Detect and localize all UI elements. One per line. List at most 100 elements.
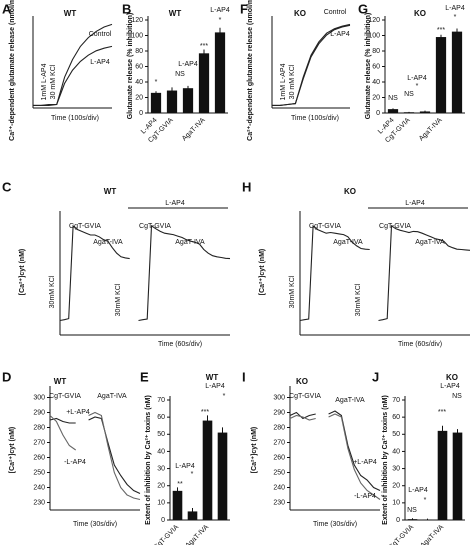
y-tick-label: 30 xyxy=(392,465,400,472)
annotation: *** xyxy=(437,27,445,34)
chart-title: KO xyxy=(294,9,306,18)
annotation: AgaT-IVA xyxy=(333,239,363,246)
y-tick-label: 20 xyxy=(135,94,143,101)
data-line xyxy=(33,45,113,106)
y-tick-label: 70 xyxy=(157,397,165,404)
y-tick-label: 50 xyxy=(157,431,165,438)
series-label: Control xyxy=(324,9,347,16)
y-tick-label: 80 xyxy=(135,48,143,55)
y-tick-label: 240 xyxy=(33,484,45,491)
annotation: CgT-GVIA xyxy=(289,393,321,400)
x-axis-label: Time (60s/div) xyxy=(398,341,442,348)
annotation: L-AP4 xyxy=(205,383,225,390)
annotation: * xyxy=(416,83,419,90)
y-tick-label: 80 xyxy=(372,48,380,55)
y-tick-label: 290 xyxy=(273,409,285,416)
y-tick-label: 20 xyxy=(157,483,165,490)
bar xyxy=(187,511,198,520)
y-tick-label: 300 xyxy=(273,394,285,401)
data-line xyxy=(49,416,141,494)
annotation: 30 mM KCl xyxy=(50,64,57,99)
bar xyxy=(150,92,162,113)
y-tick-label: 60 xyxy=(135,63,143,70)
data-line xyxy=(289,413,381,500)
series-label: -L-AP4 xyxy=(354,493,376,500)
y-axis-label: Extent of inhibition by Ca²⁺ toxins (nM) xyxy=(382,395,389,525)
y-axis-label: Glutamate release (% inhibition) xyxy=(127,13,134,120)
y-tick-label: 70 xyxy=(392,397,400,404)
y-tick-label: 250 xyxy=(273,469,285,476)
annotation: 30mM KCl xyxy=(49,275,56,308)
annotation: CgT-GVIA xyxy=(49,393,81,400)
annotation: 30mM KCl xyxy=(115,283,122,316)
annotation: * xyxy=(155,79,158,86)
bar xyxy=(182,88,194,113)
y-axis-label: [Ca²⁺]cyt (nM) xyxy=(251,427,258,473)
x-axis-label: Time (100s/div) xyxy=(291,115,339,122)
annotation: NS xyxy=(452,393,462,400)
y-tick-label: 260 xyxy=(33,454,45,461)
y-tick-label: 280 xyxy=(273,424,285,431)
annotation: *** xyxy=(438,409,446,416)
panel-letter: I xyxy=(242,369,246,384)
chart-title: WT xyxy=(54,377,67,386)
annotation: NS xyxy=(407,507,417,514)
annotation: *** xyxy=(200,43,208,50)
y-tick-label: 20 xyxy=(372,94,380,101)
y-tick-label: 240 xyxy=(273,484,285,491)
annotation: * xyxy=(223,393,226,400)
x-tick-label: AgaT-IVA xyxy=(181,117,207,143)
x-axis-label: Time (30s/div) xyxy=(313,521,357,528)
x-axis-label: Time (100s/div) xyxy=(51,115,99,122)
y-tick-label: 270 xyxy=(273,439,285,446)
panel-letter: B xyxy=(122,1,131,16)
y-tick-label: 250 xyxy=(33,469,45,476)
y-tick-label: 120 xyxy=(131,17,143,24)
y-tick-label: 260 xyxy=(273,454,285,461)
x-axis-label: Time (60s/div) xyxy=(158,341,202,348)
panel-letter: G xyxy=(358,1,368,16)
annotation: 30mM KCl xyxy=(289,275,296,308)
data-line xyxy=(59,224,231,322)
y-tick-label: 230 xyxy=(273,499,285,506)
annotation: *** xyxy=(201,409,209,416)
bar xyxy=(387,109,399,113)
chart-title: KO xyxy=(344,187,356,196)
y-tick-label: 0 xyxy=(161,517,165,524)
annotation: L-AP4 xyxy=(407,75,427,82)
y-tick-label: 10 xyxy=(392,500,400,507)
chart-title: KO xyxy=(296,377,308,386)
bar xyxy=(217,432,228,520)
y-axis-label: Extent of inhibition by Ca²⁺ toxins (nM) xyxy=(145,395,152,525)
y-tick-label: 60 xyxy=(157,414,165,421)
y-tick-label: 40 xyxy=(157,448,165,455)
annotation: CgT-GVIA xyxy=(69,223,101,230)
panel-letter: C xyxy=(2,179,12,194)
annotation: AgaT-IVA xyxy=(93,239,123,246)
data-line xyxy=(33,23,113,106)
panel-letter: D xyxy=(2,369,11,384)
panel-letter: J xyxy=(372,369,379,384)
y-axis-label: [Ca²⁺]cyt (nM) xyxy=(9,427,16,473)
bar xyxy=(452,432,463,520)
y-tick-label: 0 xyxy=(139,110,143,117)
annotation: 30 mM KCl xyxy=(289,64,296,99)
y-tick-label: 100 xyxy=(131,32,143,39)
bar xyxy=(451,31,463,113)
chart-title: WT xyxy=(64,9,77,18)
series-label: -L-AP4 xyxy=(64,459,86,466)
x-tick-label: AgaT-IVA xyxy=(418,117,444,143)
data-line xyxy=(289,410,381,491)
y-tick-label: 290 xyxy=(33,409,45,416)
y-tick-label: 300 xyxy=(33,394,45,401)
annotation: * xyxy=(424,497,427,504)
annotation: ** xyxy=(177,481,183,488)
annotation: 1mM L-AP4 xyxy=(280,63,287,100)
y-tick-label: 60 xyxy=(392,414,400,421)
bar xyxy=(435,37,447,113)
chart-title: WT xyxy=(206,373,219,382)
y-tick-label: 40 xyxy=(372,79,380,86)
y-tick-label: 280 xyxy=(33,424,45,431)
panel-letter: E xyxy=(140,369,149,384)
y-tick-label: 20 xyxy=(392,483,400,490)
